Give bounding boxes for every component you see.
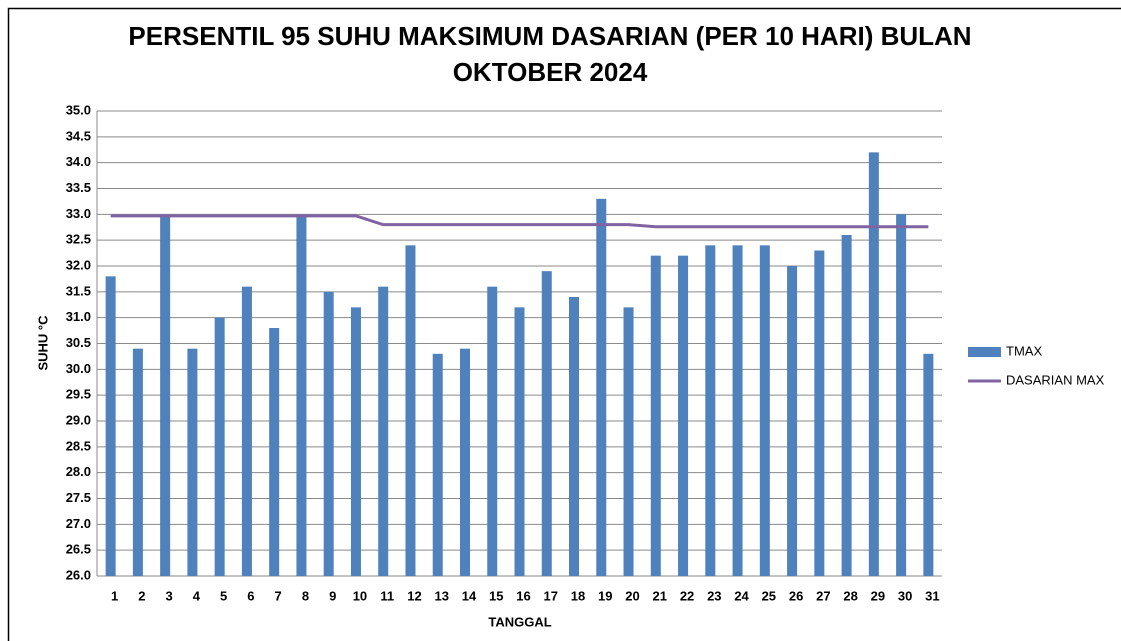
bar: [241, 286, 252, 576]
x-tick-label: 25: [762, 588, 776, 603]
x-tick-label: 11: [380, 588, 394, 603]
x-tick-label: 18: [571, 588, 585, 603]
bar: [187, 348, 198, 576]
y-tick-label: 34.0: [66, 154, 91, 169]
x-axis-title: TANGGAL: [488, 614, 551, 629]
x-tick-label: 13: [434, 588, 448, 603]
bar: [623, 307, 634, 576]
x-tick-label: 4: [193, 588, 201, 603]
y-tick-label: 30.5: [66, 335, 91, 350]
x-tick-label: 21: [653, 588, 667, 603]
bar: [514, 307, 525, 576]
bar: [269, 328, 280, 576]
y-tick-label: 35.0: [66, 102, 91, 117]
chart-title: PERSENTIL 95 SUHU MAKSIMUM DASARIAN (PER…: [128, 21, 972, 87]
y-tick-label: 28.0: [66, 464, 91, 479]
bar: [105, 276, 116, 576]
bar: [160, 214, 171, 577]
x-tick-label: 30: [898, 588, 912, 603]
x-tick-label: 7: [275, 588, 282, 603]
line: [110, 214, 929, 229]
y-tick-label: 27.5: [66, 490, 91, 505]
bar: [650, 255, 661, 576]
bar: [868, 152, 879, 577]
y-tick-label: 34.5: [66, 128, 91, 143]
bar: [787, 266, 798, 576]
x-tick-label: 22: [680, 588, 694, 603]
y-tick-label: 33.0: [66, 206, 91, 221]
x-tick-label: 27: [816, 588, 830, 603]
bar: [759, 245, 770, 577]
bar: [378, 286, 389, 576]
y-tick-label: 29.0: [66, 412, 91, 427]
x-tick-label: 12: [407, 588, 421, 603]
x-tick-label: 5: [220, 588, 227, 603]
x-tick-label: 16: [516, 588, 530, 603]
bar: [323, 291, 334, 576]
bar: [923, 353, 934, 576]
x-tick-label: 31: [925, 588, 939, 603]
x-tick-label: 1: [111, 588, 118, 603]
bar: [405, 245, 416, 577]
y-tick-label: 32.0: [66, 257, 91, 272]
y-tick-label: 27.0: [66, 516, 91, 531]
x-tick-label: 23: [707, 588, 721, 603]
x-tick-label: 20: [625, 588, 639, 603]
x-tick-label: 24: [734, 588, 749, 603]
y-axis-title: SUHU °C: [35, 315, 50, 371]
y-tick-label: 26.0: [66, 567, 91, 582]
bar: [814, 250, 825, 576]
legend-marker: [968, 347, 1001, 357]
bar: [596, 198, 607, 577]
bar: [214, 317, 225, 576]
x-tick-label: 2: [138, 588, 145, 603]
y-tick-label: 28.5: [66, 438, 91, 453]
bar: [896, 214, 907, 577]
bar: [705, 245, 716, 577]
bar: [296, 214, 307, 577]
bar: [841, 235, 852, 576]
bar: [432, 353, 443, 576]
x-tick-label: 10: [353, 588, 367, 603]
x-tick-label: 19: [598, 588, 612, 603]
x-tick-label: 14: [462, 588, 477, 603]
y-tick-label: 31.0: [66, 309, 91, 324]
chart-frame: [7, 7, 1121, 641]
x-tick-label: 28: [843, 588, 857, 603]
y-tick-label: 33.5: [66, 180, 91, 195]
bar: [350, 307, 361, 576]
y-tick-label: 26.5: [66, 542, 91, 557]
y-tick-label: 30.0: [66, 361, 91, 376]
legend-label: DASARIAN MAX: [1006, 372, 1105, 387]
x-tick-label: 29: [871, 588, 885, 603]
bar: [569, 297, 580, 576]
bar: [541, 271, 552, 576]
x-tick-label: 9: [329, 588, 336, 603]
x-tick-label: 8: [302, 588, 309, 603]
x-tick-label: 3: [166, 588, 173, 603]
bar: [487, 286, 498, 576]
x-tick-label: 26: [789, 588, 803, 603]
bar: [732, 245, 743, 577]
y-tick-label: 32.5: [66, 232, 91, 247]
bar: [678, 255, 689, 576]
x-tick-label: 15: [489, 588, 503, 603]
bar: [459, 348, 470, 576]
legend-label: TMAX: [1006, 343, 1042, 358]
y-tick-label: 29.5: [66, 387, 91, 402]
x-tick-label: 17: [544, 588, 558, 603]
bar: [132, 348, 143, 576]
x-tick-label: 6: [247, 588, 254, 603]
y-tick-label: 31.5: [66, 283, 91, 298]
